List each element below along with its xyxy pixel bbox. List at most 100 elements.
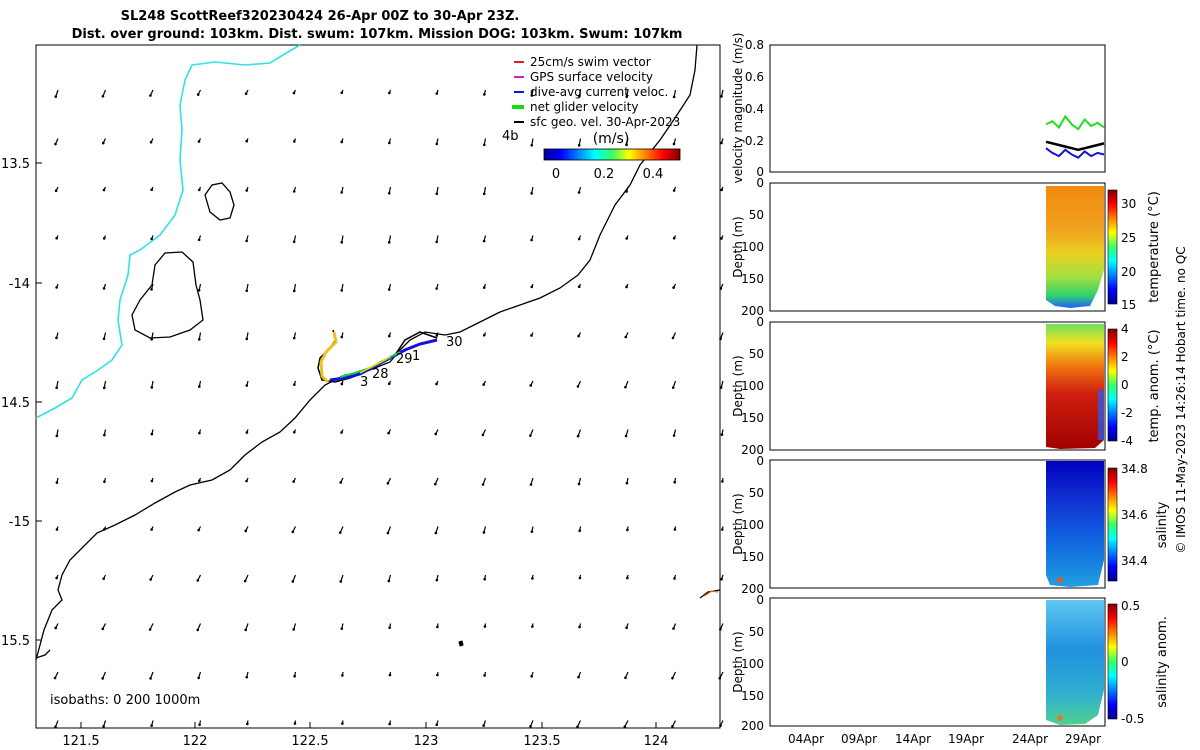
current-vector-head bbox=[530, 238, 533, 242]
velocity-series bbox=[1045, 114, 1105, 159]
depth-tick: 100 bbox=[741, 240, 764, 254]
current-vector-head bbox=[148, 628, 152, 631]
current-vector-head bbox=[101, 94, 105, 98]
title-line-2: Dist. over ground: 103km. Dist. swum: 10… bbox=[72, 27, 683, 42]
sal-cbar-tick: 34.8 bbox=[1121, 462, 1148, 476]
current-vector-head bbox=[434, 531, 438, 535]
current-vector-head bbox=[531, 577, 534, 580]
current-vector-head bbox=[673, 528, 677, 531]
current-vector-head bbox=[150, 337, 153, 341]
current-vector-head bbox=[388, 91, 391, 95]
velocity-line-0 bbox=[1045, 114, 1105, 131]
current-vector-head bbox=[293, 722, 297, 725]
title-line-1: SL248 ScottReef320230424 26-Apr 00Z to 3… bbox=[121, 9, 520, 24]
current-vector-head bbox=[103, 433, 106, 437]
current-vector-head bbox=[150, 188, 153, 192]
current-vector-head bbox=[719, 337, 722, 341]
current-vector-head bbox=[720, 188, 723, 192]
current-vector-head bbox=[530, 192, 533, 195]
date-tick: 04Apr bbox=[788, 732, 824, 746]
current-vector-head bbox=[340, 91, 344, 95]
current-vector-head bbox=[244, 628, 247, 632]
current-vector-head bbox=[341, 674, 344, 677]
sanom-cbar-tick: -0.5 bbox=[1121, 712, 1144, 726]
current-vector-head bbox=[197, 238, 201, 242]
current-vector-head bbox=[719, 724, 722, 728]
map-colorbar: (m/s) 0 0.2 0.4 bbox=[543, 131, 681, 182]
temp-cbar-tick: 20 bbox=[1121, 265, 1136, 279]
island-reef-1 bbox=[204, 182, 235, 221]
current-vector-head bbox=[577, 237, 581, 241]
sal-cbar-label: salinity bbox=[1155, 501, 1170, 548]
glider-track: 30 29 1 28 3 4b bbox=[317, 129, 519, 390]
date-tick: 19Apr bbox=[948, 732, 984, 746]
current-vector-head bbox=[55, 336, 58, 340]
current-vector-head bbox=[435, 334, 439, 337]
current-vector-head bbox=[340, 431, 343, 434]
current-vector-head bbox=[671, 336, 675, 340]
current-vector-head bbox=[671, 386, 675, 389]
current-vector-head bbox=[292, 190, 296, 193]
current-vector-head bbox=[436, 625, 439, 629]
velocity-line-1 bbox=[1045, 147, 1105, 159]
current-vector-head bbox=[530, 334, 533, 337]
isobath-0m bbox=[35, 44, 301, 419]
current-vector-head bbox=[246, 722, 249, 726]
current-vector-head bbox=[197, 676, 200, 680]
current-vector-head bbox=[55, 576, 58, 580]
current-vector-head bbox=[197, 385, 201, 388]
current-vector-head bbox=[720, 577, 723, 581]
current-vector-head bbox=[530, 285, 534, 289]
current-vector-head bbox=[625, 95, 629, 99]
current-vector-head bbox=[197, 288, 201, 292]
temp-cbar-label: temperature (°C) bbox=[1147, 191, 1162, 303]
current-vector-head bbox=[625, 237, 629, 240]
current-vector-head bbox=[292, 289, 296, 293]
current-vector-head bbox=[149, 578, 152, 581]
current-vector-head bbox=[529, 434, 532, 437]
current-vector-head bbox=[198, 479, 201, 483]
current-vector-head bbox=[102, 725, 105, 728]
map-xtick: 123 bbox=[414, 734, 439, 749]
current-vector-head bbox=[529, 384, 533, 387]
depth-tick: 150 bbox=[741, 550, 764, 564]
track-label-1: 1 bbox=[412, 349, 420, 364]
current-vector-head bbox=[435, 287, 438, 290]
map-ytick: 14.5 bbox=[1, 396, 30, 411]
track-label-3: 3 bbox=[360, 375, 368, 390]
current-vector-head bbox=[245, 289, 249, 293]
current-vector-head bbox=[433, 482, 437, 486]
current-vector-head bbox=[387, 382, 391, 386]
current-vector-head bbox=[340, 627, 344, 630]
depth-tick: 0 bbox=[756, 315, 764, 329]
current-vector-head bbox=[339, 580, 343, 583]
current-vector-head bbox=[672, 95, 676, 99]
current-vector-head bbox=[435, 92, 439, 95]
current-vector-head bbox=[55, 236, 58, 240]
sal-ylabel: Depth (m) bbox=[731, 493, 745, 554]
current-vector-head bbox=[626, 576, 629, 580]
current-vector-head bbox=[292, 240, 296, 244]
current-vector-head bbox=[718, 676, 722, 680]
depth-tick: 200 bbox=[741, 582, 764, 596]
map-ytick: -15 bbox=[9, 515, 30, 530]
current-vector-head bbox=[435, 240, 438, 244]
current-vector-head bbox=[197, 140, 201, 143]
map-panel: 30 29 1 28 3 4b 121.5 122 122.5 123 123.… bbox=[1, 44, 724, 749]
tanom-cbar-tick: 0 bbox=[1121, 378, 1129, 392]
current-vector-head bbox=[293, 674, 296, 678]
current-vector-head bbox=[387, 241, 391, 244]
current-vector-head bbox=[481, 483, 485, 486]
legend-sfc-geo-vel: sfc geo. vel. 30-Apr-2023 bbox=[530, 115, 680, 129]
current-vector-head bbox=[435, 578, 439, 582]
current-vector-head bbox=[292, 430, 296, 434]
current-vector-head bbox=[576, 434, 580, 438]
depth-tick: 50 bbox=[749, 347, 764, 361]
date-tick: 24Apr bbox=[1012, 732, 1048, 746]
current-vector-head bbox=[720, 433, 724, 436]
current-vector-head bbox=[482, 724, 485, 727]
current-vector-head bbox=[102, 337, 106, 341]
current-vector-head bbox=[150, 237, 153, 241]
current-vector-head bbox=[387, 431, 390, 435]
map-xtick: 122 bbox=[183, 734, 208, 749]
